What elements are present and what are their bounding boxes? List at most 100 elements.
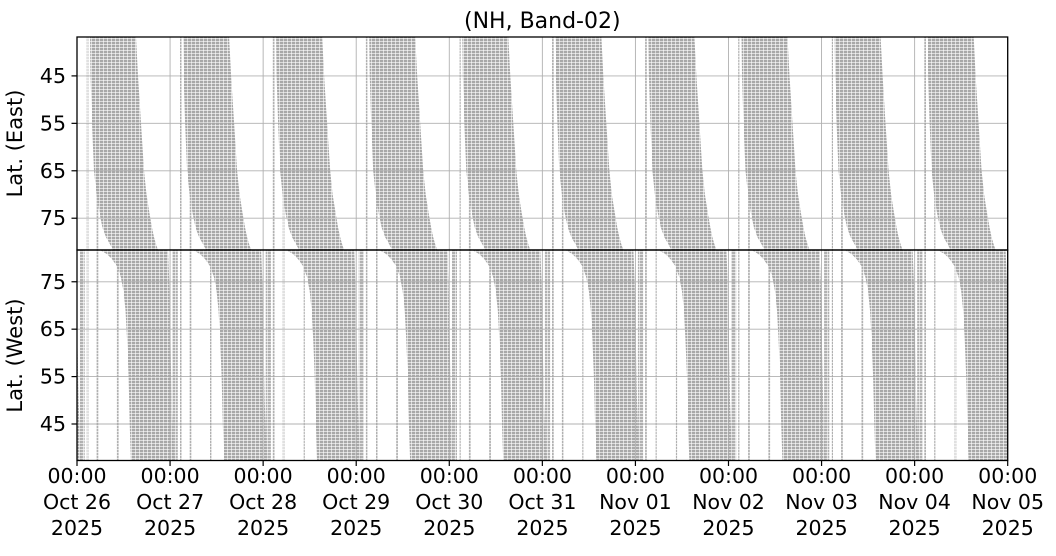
coverage-band bbox=[276, 37, 345, 250]
x-tick-label: 2025 bbox=[330, 516, 382, 540]
x-tick-label: Oct 26 bbox=[43, 490, 111, 514]
x-tick-label: Oct 29 bbox=[322, 490, 390, 514]
observation-strip bbox=[358, 250, 364, 461]
x-tick-label: 00:00 bbox=[699, 464, 758, 488]
observation-strip bbox=[365, 37, 368, 250]
x-tick-label: 2025 bbox=[982, 516, 1034, 540]
coverage-band bbox=[77, 317, 82, 461]
observation-strip bbox=[86, 250, 89, 461]
observation-strip bbox=[189, 250, 192, 461]
observation-strip bbox=[561, 37, 564, 250]
x-tick-label: 2025 bbox=[889, 516, 941, 540]
observation-strip bbox=[282, 250, 285, 461]
x-tick-label: 00:00 bbox=[47, 464, 106, 488]
coverage-band bbox=[927, 37, 996, 250]
chart-title: (NH, Band-02) bbox=[464, 9, 621, 34]
y-tick-label: 65 bbox=[40, 317, 66, 341]
observation-strip bbox=[179, 37, 182, 250]
x-tick-label: 2025 bbox=[144, 516, 196, 540]
observation-strip bbox=[365, 250, 368, 461]
coverage-band bbox=[751, 250, 827, 461]
coverage-band bbox=[648, 37, 717, 250]
observation-strip bbox=[179, 250, 182, 461]
coverage-band bbox=[379, 250, 455, 461]
x-tick-label: Nov 05 bbox=[971, 490, 1044, 514]
x-tick-label: 00:00 bbox=[141, 464, 200, 488]
coverage-bands-west bbox=[77, 250, 1008, 461]
observation-strip bbox=[96, 250, 99, 461]
observation-strip bbox=[210, 250, 212, 461]
observation-strip bbox=[468, 37, 471, 250]
coverage-band bbox=[658, 250, 734, 461]
x-tick-label: 2025 bbox=[51, 516, 103, 540]
x-tick-label: Oct 31 bbox=[508, 490, 576, 514]
coverage-band bbox=[100, 250, 176, 461]
y-tick-label: 55 bbox=[40, 365, 66, 389]
observation-strip bbox=[272, 250, 275, 461]
data-strips bbox=[79, 37, 957, 461]
observation-strip bbox=[172, 250, 178, 461]
observation-strip bbox=[655, 250, 657, 461]
coverage-band bbox=[741, 37, 810, 250]
observation-strip bbox=[272, 37, 275, 250]
observation-strip bbox=[861, 250, 864, 461]
observation-strip bbox=[675, 250, 678, 461]
x-tick-label: Oct 28 bbox=[229, 490, 297, 514]
y-tick-label: 65 bbox=[40, 159, 66, 183]
observation-strip bbox=[748, 37, 750, 250]
observation-strip bbox=[79, 250, 85, 461]
x-tick-label: 00:00 bbox=[327, 464, 386, 488]
x-tick-label: 00:00 bbox=[513, 464, 572, 488]
observation-strip bbox=[934, 37, 936, 250]
observation-strip bbox=[954, 250, 957, 461]
y-tick-label: 55 bbox=[40, 111, 66, 135]
x-tick-label: 2025 bbox=[237, 516, 289, 540]
x-tick-label: 00:00 bbox=[978, 464, 1037, 488]
observation-strip bbox=[561, 250, 564, 461]
observation-strip bbox=[934, 250, 936, 461]
observation-strip bbox=[303, 250, 305, 461]
observation-strip bbox=[468, 250, 471, 461]
observation-strip bbox=[637, 250, 644, 461]
observation-strip bbox=[86, 37, 89, 250]
x-tick-label: 00:00 bbox=[606, 464, 665, 488]
x-tick-label: Nov 04 bbox=[878, 490, 951, 514]
coverage-band bbox=[565, 250, 641, 461]
x-tick-label: 00:00 bbox=[234, 464, 293, 488]
observation-strip bbox=[375, 250, 378, 461]
x-tick-label: 2025 bbox=[423, 516, 475, 540]
observation-strip bbox=[459, 250, 461, 461]
coverage-band bbox=[183, 37, 252, 250]
observation-strip bbox=[824, 250, 830, 461]
coverage-bands-east bbox=[90, 37, 996, 250]
x-tick-label: Oct 30 bbox=[415, 490, 483, 514]
coverage-band bbox=[844, 250, 920, 461]
ylabel-east: Lat. (East) bbox=[3, 90, 27, 198]
coverage-band bbox=[555, 37, 624, 250]
observation-strip bbox=[265, 250, 271, 461]
y-tick-label: 75 bbox=[40, 206, 66, 230]
x-tick-label: Oct 27 bbox=[136, 490, 204, 514]
y-tick-labels: 45 55 65 75 75 65 55 45 bbox=[40, 64, 66, 436]
x-tick-label: Nov 03 bbox=[785, 490, 858, 514]
ylabel-west: Lat. (West) bbox=[3, 298, 27, 412]
observation-strip bbox=[645, 250, 647, 461]
x-tick-label: Nov 02 bbox=[692, 490, 765, 514]
x-tick-label: 00:00 bbox=[792, 464, 851, 488]
coverage-band bbox=[834, 37, 903, 250]
observation-strip bbox=[831, 250, 833, 461]
coverage-band bbox=[369, 37, 438, 250]
x-tick-label: 2025 bbox=[516, 516, 568, 540]
observation-strip bbox=[924, 37, 926, 250]
x-tick-label: 2025 bbox=[609, 516, 661, 540]
observation-strip bbox=[116, 250, 119, 461]
y-tick-label: 75 bbox=[40, 270, 66, 294]
observation-strip bbox=[96, 37, 99, 250]
coverage-band bbox=[193, 250, 269, 461]
observation-strip bbox=[459, 37, 461, 250]
coverage-band bbox=[937, 250, 1008, 461]
observation-strip bbox=[924, 250, 926, 461]
